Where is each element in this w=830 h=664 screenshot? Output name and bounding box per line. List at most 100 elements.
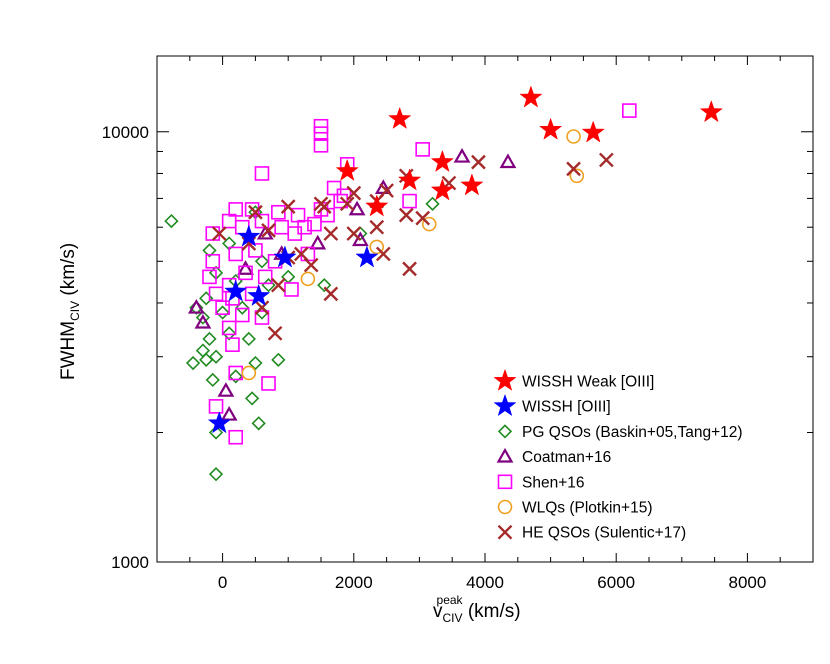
point-x (375, 246, 391, 262)
point-square (261, 376, 276, 391)
point-triangle (220, 405, 238, 421)
point-circle (300, 271, 316, 287)
point-diamond (244, 391, 260, 406)
point-diamond (251, 416, 266, 431)
point-diamond (189, 300, 204, 315)
y-axis-label-sub: CIV (68, 301, 82, 321)
legend-marker-circle (497, 499, 513, 515)
point-triangle (453, 147, 471, 163)
point-x (271, 277, 286, 293)
point-x (323, 286, 339, 302)
x-tick-label: 2000 (335, 573, 373, 592)
point-x (339, 196, 355, 212)
point-x (316, 199, 332, 214)
point-triangle (187, 298, 205, 314)
point-square (333, 193, 348, 209)
point-square (205, 253, 221, 269)
legend-entry: PG QSOs (Baskin+05,Tang+12) (522, 424, 743, 441)
point-star (397, 168, 422, 191)
point-diamond (215, 305, 230, 320)
point-star (430, 178, 455, 201)
point-diamond (185, 355, 201, 371)
point-star (388, 106, 412, 130)
point-diamond (235, 300, 250, 315)
point-square (415, 142, 430, 157)
point-star (237, 224, 261, 247)
point-triangle (256, 224, 274, 240)
y-axis-label: FWHMCIV (km/s) (58, 243, 82, 380)
point-diamond (317, 278, 332, 293)
point-star (430, 149, 455, 173)
legend-entry: HE QSOs (Sulentic+17) (522, 525, 686, 542)
point-diamond (195, 343, 211, 358)
point-diamond (199, 291, 214, 306)
point-circle (241, 365, 257, 381)
legend-marker-square (497, 474, 513, 490)
legend-entry: WLQs (Plotkin+15) (522, 500, 653, 517)
point-x (346, 226, 362, 241)
legend-marker-star (493, 368, 517, 391)
point-star (246, 283, 271, 307)
point-star (365, 194, 389, 217)
legend-marker-x (497, 524, 513, 540)
point-x (303, 257, 319, 273)
point-square (297, 219, 312, 235)
point-x (280, 199, 296, 214)
point-triangle (351, 231, 369, 247)
point-triangle (217, 382, 235, 397)
point-square (313, 118, 329, 134)
point-triangle (309, 234, 327, 250)
point-square (313, 138, 329, 153)
point-square (228, 246, 244, 262)
point-x (398, 207, 414, 223)
x-tick-label: 0 (218, 573, 227, 592)
point-x (267, 325, 283, 341)
point-diamond (228, 369, 243, 384)
x-tick-label: 6000 (597, 573, 635, 592)
point-diamond (241, 331, 256, 347)
y-axis-label-unit: (km/s) (58, 243, 79, 301)
point-diamond (164, 213, 179, 229)
legend-marker-triangle (496, 447, 514, 463)
point-diamond (195, 310, 211, 325)
point-circle (369, 239, 385, 255)
point-star (538, 117, 563, 140)
point-diamond (202, 243, 217, 258)
point-x (415, 210, 431, 226)
point-diamond (202, 331, 217, 347)
legend-marker-diamond (497, 424, 513, 439)
point-triangle (237, 260, 254, 275)
legend-entry: Shen+16 (522, 474, 585, 491)
point-x (471, 154, 486, 170)
point-triangle (499, 153, 517, 169)
point-diamond (271, 352, 286, 367)
x-axis-label-sup: peak (437, 593, 464, 607)
x-axis-label: vCIV peak (km/s) (433, 593, 521, 625)
legend: WISSH Weak [OIII] WISSH [OIII] PG QSOs (Ba… (493, 368, 743, 542)
point-square (228, 429, 244, 445)
point-square (208, 399, 224, 414)
point-star (460, 173, 484, 196)
point-diamond (208, 467, 224, 482)
point-star (581, 120, 605, 143)
point-square (257, 269, 273, 285)
point-triangle (348, 200, 366, 216)
point-diamond (254, 254, 270, 269)
point-square (622, 103, 637, 118)
point-diamond (208, 425, 224, 440)
point-square (254, 213, 270, 229)
axis-ticks (157, 56, 813, 562)
legend-entry: Coatman+16 (522, 449, 611, 466)
point-square (248, 243, 263, 258)
point-square (221, 320, 237, 336)
point-diamond (205, 372, 220, 388)
point-x (599, 152, 614, 168)
point-star (224, 279, 248, 302)
point-x (369, 219, 385, 235)
legend-entry: WISSH [OIII] (522, 399, 611, 416)
point-square (208, 286, 224, 302)
tick-labels: 0 2000 4000 6000 8000 1000 10000 (102, 123, 767, 592)
point-square (402, 193, 417, 209)
point-square (254, 166, 270, 181)
